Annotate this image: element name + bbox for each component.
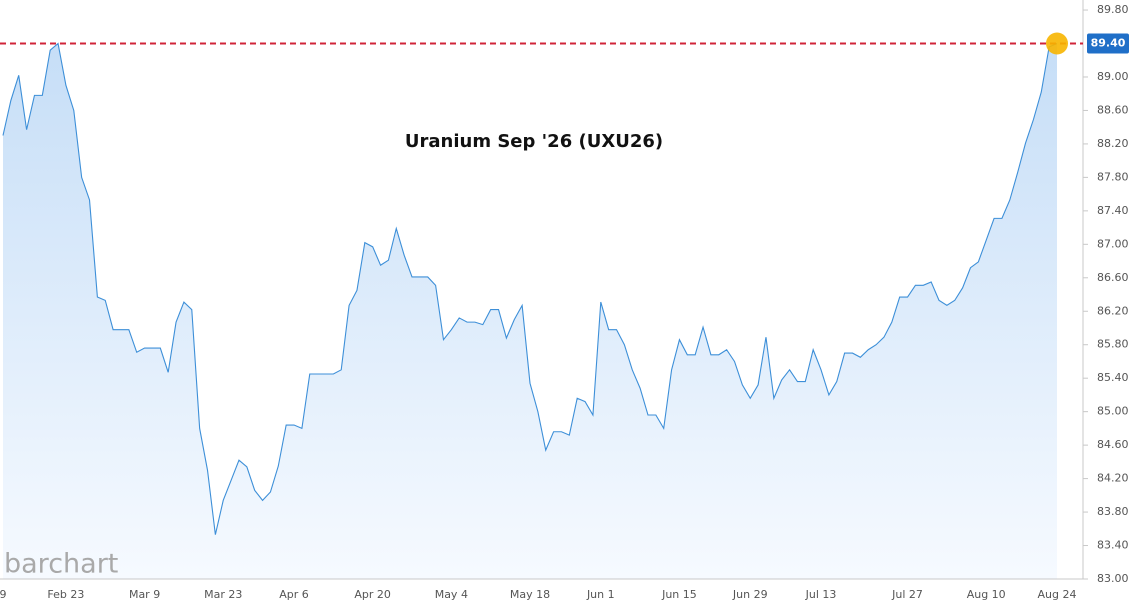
y-tick-label: 86.20 bbox=[1097, 304, 1129, 317]
price-label-box bbox=[1087, 33, 1129, 54]
x-tick-label: Jun 1 bbox=[586, 588, 615, 601]
y-tick-label: 85.80 bbox=[1097, 338, 1129, 351]
y-tick-label: 88.60 bbox=[1097, 103, 1129, 116]
y-tick-label: 87.00 bbox=[1097, 237, 1129, 250]
y-tick-label: 83.40 bbox=[1097, 539, 1129, 552]
y-tick-label: 87.80 bbox=[1097, 170, 1129, 183]
chart-title: Uranium Sep '26 (UXU26) bbox=[405, 131, 663, 152]
x-tick-label: Aug 24 bbox=[1038, 588, 1077, 601]
price-label: 89.40 bbox=[1091, 37, 1126, 50]
x-tick-label: Jul 13 bbox=[805, 588, 837, 601]
x-tick-label: Mar 9 bbox=[129, 588, 160, 601]
y-tick-label: 89.00 bbox=[1097, 70, 1129, 83]
area-fill bbox=[3, 43, 1057, 580]
x-tick-label: Feb 23 bbox=[47, 588, 84, 601]
y-tick-label: 88.20 bbox=[1097, 137, 1129, 150]
y-tick-label: 83.00 bbox=[1097, 572, 1129, 585]
y-tick-label: 86.60 bbox=[1097, 271, 1129, 284]
y-tick-label: 87.40 bbox=[1097, 204, 1129, 217]
y-tick-label: 84.20 bbox=[1097, 472, 1129, 485]
last-point bbox=[1046, 32, 1068, 55]
y-tick-label: 89.80 bbox=[1097, 3, 1129, 16]
x-tick-label: Aug 10 bbox=[967, 588, 1006, 601]
x-tick-label: Apr 6 bbox=[279, 588, 309, 601]
x-tick-label: Mar 23 bbox=[204, 588, 242, 601]
watermark: barchart bbox=[4, 549, 118, 580]
y-tick-label: 84.60 bbox=[1097, 438, 1129, 451]
y-tick-label: 85.00 bbox=[1097, 405, 1129, 418]
y-tick-label: 85.40 bbox=[1097, 371, 1129, 384]
x-tick-label: Jul 27 bbox=[891, 588, 923, 601]
x-tick-label: Jun 15 bbox=[661, 588, 697, 601]
y-tick-label: 83.80 bbox=[1097, 505, 1129, 518]
x-tick-label: May 4 bbox=[435, 588, 468, 601]
plot bbox=[2, 42, 1058, 580]
x-tick-label: Apr 20 bbox=[354, 588, 391, 601]
x-tick-label: Jun 29 bbox=[732, 588, 768, 601]
price-line bbox=[2, 42, 1058, 535]
x-tick-label: May 18 bbox=[510, 588, 550, 601]
x-tick-label: 9 bbox=[0, 588, 7, 601]
